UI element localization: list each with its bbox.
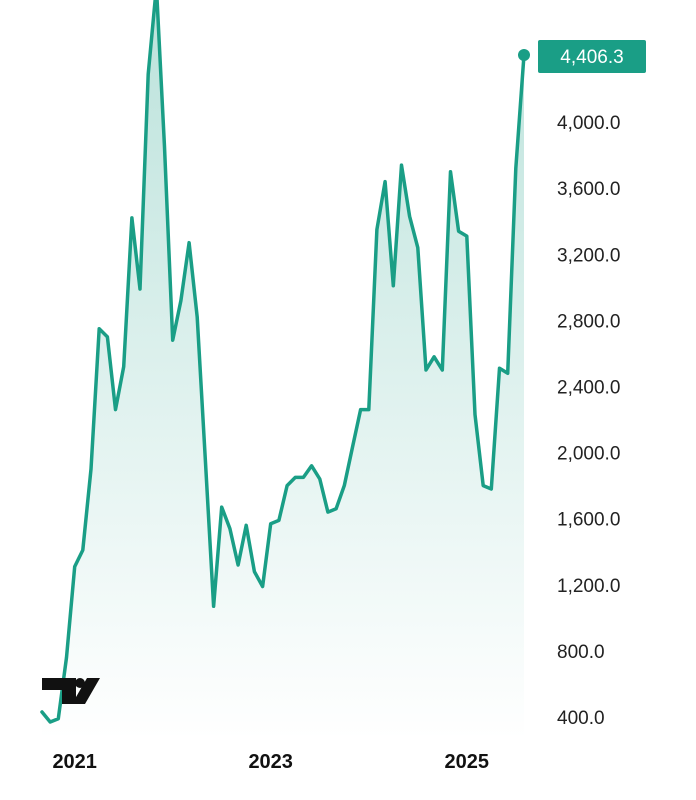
y-tick-label: 2,800.0 bbox=[557, 311, 620, 332]
last-point-marker bbox=[518, 49, 530, 61]
y-tick-label: 400.0 bbox=[557, 708, 605, 729]
series-area bbox=[42, 0, 524, 740]
y-tick-label: 3,600.0 bbox=[557, 179, 620, 200]
y-tick-label: 800.0 bbox=[557, 642, 605, 663]
y-tick-label: 1,600.0 bbox=[557, 510, 620, 531]
last-value-badge-bg bbox=[538, 40, 646, 73]
series-line bbox=[40, 0, 526, 724]
y-tick-label: 1,200.0 bbox=[557, 576, 620, 597]
x-tick-label: 2025 bbox=[445, 751, 490, 773]
last-value-label: 4,406.3 bbox=[560, 47, 623, 68]
last-value-badge: 4,406.3 bbox=[538, 40, 646, 73]
x-tick-label: 2021 bbox=[52, 751, 97, 773]
y-tick-label: 2,000.0 bbox=[557, 444, 620, 465]
y-tick-label: 3,200.0 bbox=[557, 245, 620, 266]
tradingview-logo bbox=[42, 678, 100, 704]
y-tick-label: 4,000.0 bbox=[557, 113, 620, 134]
x-axis: 2021 2023 2025 bbox=[52, 751, 489, 773]
y-axis: 400.0 800.0 1,200.0 1,600.0 2,000.0 2,400.0 2,… bbox=[557, 113, 620, 729]
y-tick-label: 2,400.0 bbox=[557, 378, 620, 399]
x-tick-label: 2023 bbox=[248, 751, 293, 773]
